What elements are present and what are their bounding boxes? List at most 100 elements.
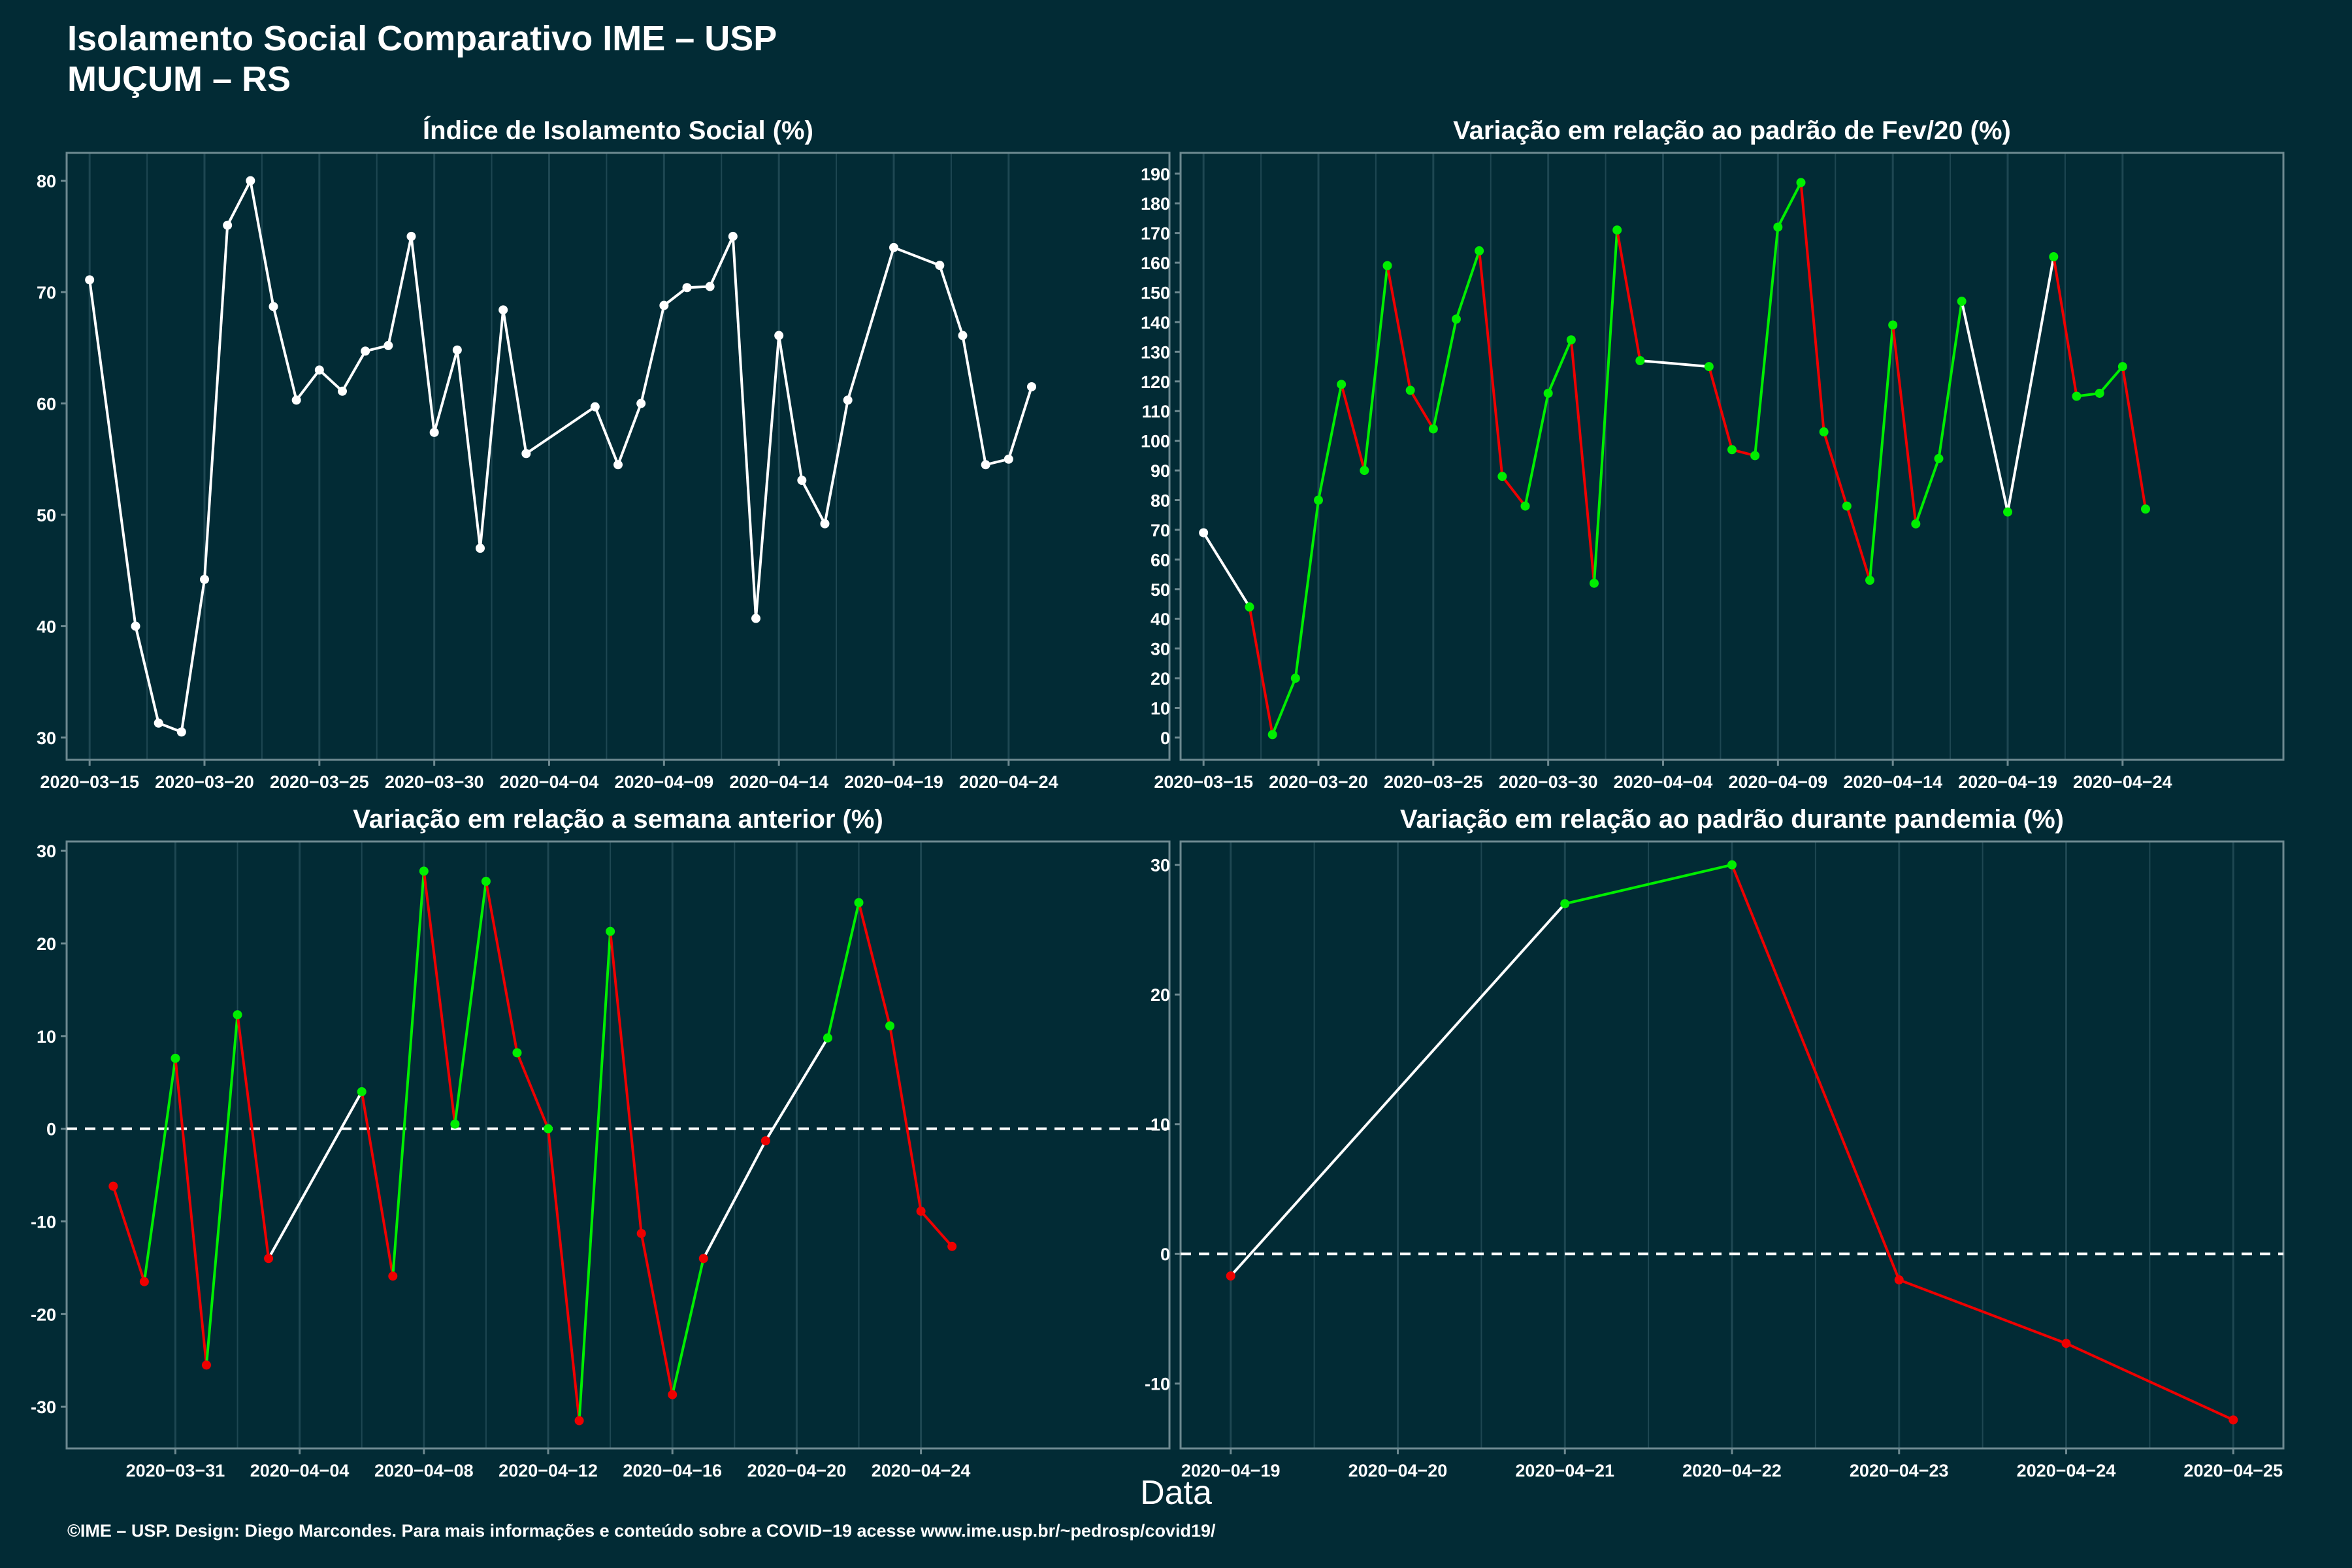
- y-tick-label: 40: [37, 617, 56, 636]
- x-axis-label: Data: [1140, 1474, 1212, 1512]
- data-point: [1750, 451, 1760, 461]
- series-segment: [800, 480, 826, 525]
- series-segment: [88, 280, 137, 627]
- series-segment: [1564, 863, 1733, 906]
- series-segment: [846, 247, 895, 400]
- data-point: [1245, 602, 1254, 612]
- data-point: [1267, 730, 1277, 740]
- series-segment: [410, 236, 436, 433]
- panel-title-pandemic-variation: Variação em relação ao padrão durante pa…: [1400, 805, 2064, 834]
- series-segment: [1822, 431, 1848, 507]
- x-tick-label: 2020−04−14: [1843, 772, 1942, 792]
- series-segment: [640, 305, 666, 404]
- y-tick-label: 90: [1151, 461, 1170, 481]
- data-point: [981, 460, 990, 470]
- y-tick-label: 30: [37, 728, 56, 748]
- data-point: [2095, 388, 2104, 398]
- data-point: [728, 231, 738, 241]
- y-tick-label: 30: [1151, 856, 1170, 875]
- series-segment: [2121, 366, 2147, 510]
- series-segment: [823, 400, 849, 524]
- y-tick-label: 170: [1141, 224, 1170, 244]
- x-tick-label: 2020−04−09: [614, 772, 713, 792]
- data-point: [361, 346, 370, 356]
- data-point: [885, 1021, 895, 1031]
- series-segment: [1569, 340, 1595, 583]
- data-point: [452, 345, 462, 355]
- data-point: [2061, 1339, 2071, 1348]
- series-segment: [593, 406, 619, 466]
- data-point: [1405, 385, 1415, 395]
- data-point: [958, 331, 968, 340]
- panel-frame: [1179, 152, 2285, 761]
- series-segment: [453, 881, 487, 1124]
- series-segment: [2052, 256, 2078, 397]
- x-tick-label: 2020−03−31: [126, 1461, 225, 1480]
- data-point: [544, 1124, 553, 1134]
- data-point: [521, 449, 531, 459]
- series-segment: [578, 931, 612, 1421]
- y-tick-label: 80: [37, 172, 56, 191]
- data-point: [823, 1033, 832, 1043]
- series-segment: [134, 625, 160, 724]
- x-tick-label: 2020−04−23: [1850, 1461, 1949, 1480]
- series-segment: [203, 225, 229, 580]
- data-point: [590, 402, 600, 412]
- series-segment: [708, 236, 734, 287]
- series-segment: [479, 310, 505, 549]
- x-tick-label: 2020−03−20: [155, 772, 254, 792]
- data-point: [2229, 1415, 2238, 1425]
- data-point: [1360, 466, 1369, 476]
- series-segment: [226, 180, 252, 226]
- series-segment: [391, 871, 425, 1277]
- x-tick-label: 2020−04−19: [1958, 772, 2057, 792]
- data-point: [1773, 222, 1783, 232]
- series-segment: [267, 1090, 363, 1260]
- y-tick-label: 110: [1141, 402, 1170, 421]
- series-segment: [1891, 325, 1918, 525]
- data-point: [1566, 335, 1576, 345]
- data-point: [2141, 504, 2150, 514]
- data-point: [1497, 472, 1507, 482]
- series-segment: [360, 1091, 395, 1277]
- data-point: [774, 331, 784, 340]
- data-point: [889, 242, 898, 252]
- data-point: [935, 261, 945, 270]
- series-segment: [1707, 366, 1733, 450]
- y-tick-label: 0: [1160, 1245, 1170, 1264]
- data-point: [269, 302, 278, 312]
- y-tick-label: 150: [1141, 284, 1170, 303]
- series-segment: [174, 1058, 208, 1365]
- series-segment: [2006, 256, 2055, 513]
- series-segment: [341, 350, 367, 392]
- series-segment: [2065, 1342, 2234, 1422]
- y-tick-label: 20: [1151, 669, 1170, 689]
- x-tick-label: 2020−04−09: [1728, 772, 1827, 792]
- y-tick-label: 30: [1151, 640, 1170, 659]
- y-tick-label: 70: [1151, 521, 1170, 540]
- series-segment: [1294, 500, 1320, 679]
- data-point: [201, 1360, 211, 1370]
- data-point: [1004, 454, 1013, 464]
- data-point: [797, 476, 807, 485]
- series-segment: [112, 1185, 146, 1282]
- data-point: [1704, 362, 1714, 372]
- data-point: [682, 283, 692, 293]
- series-segment: [1202, 532, 1251, 608]
- panel-title-isolation: Índice de Isolamento Social (%): [423, 116, 813, 145]
- series-segment: [731, 236, 757, 619]
- x-tick-label: 2020−04−24: [2073, 772, 2172, 792]
- panel-frame: [65, 152, 1171, 761]
- data-point: [947, 1241, 957, 1251]
- series-segment: [1776, 182, 1803, 228]
- y-tick-label: 130: [1141, 342, 1170, 362]
- series-segment: [663, 286, 688, 307]
- series-segment: [826, 902, 860, 1039]
- x-tick-label: 2020−04−22: [1682, 1461, 1782, 1480]
- series-segment: [1899, 1279, 2067, 1345]
- series-segment: [1960, 301, 2009, 513]
- series-segment: [1271, 678, 1297, 736]
- series-segment: [142, 1058, 177, 1282]
- data-point: [2117, 362, 2127, 372]
